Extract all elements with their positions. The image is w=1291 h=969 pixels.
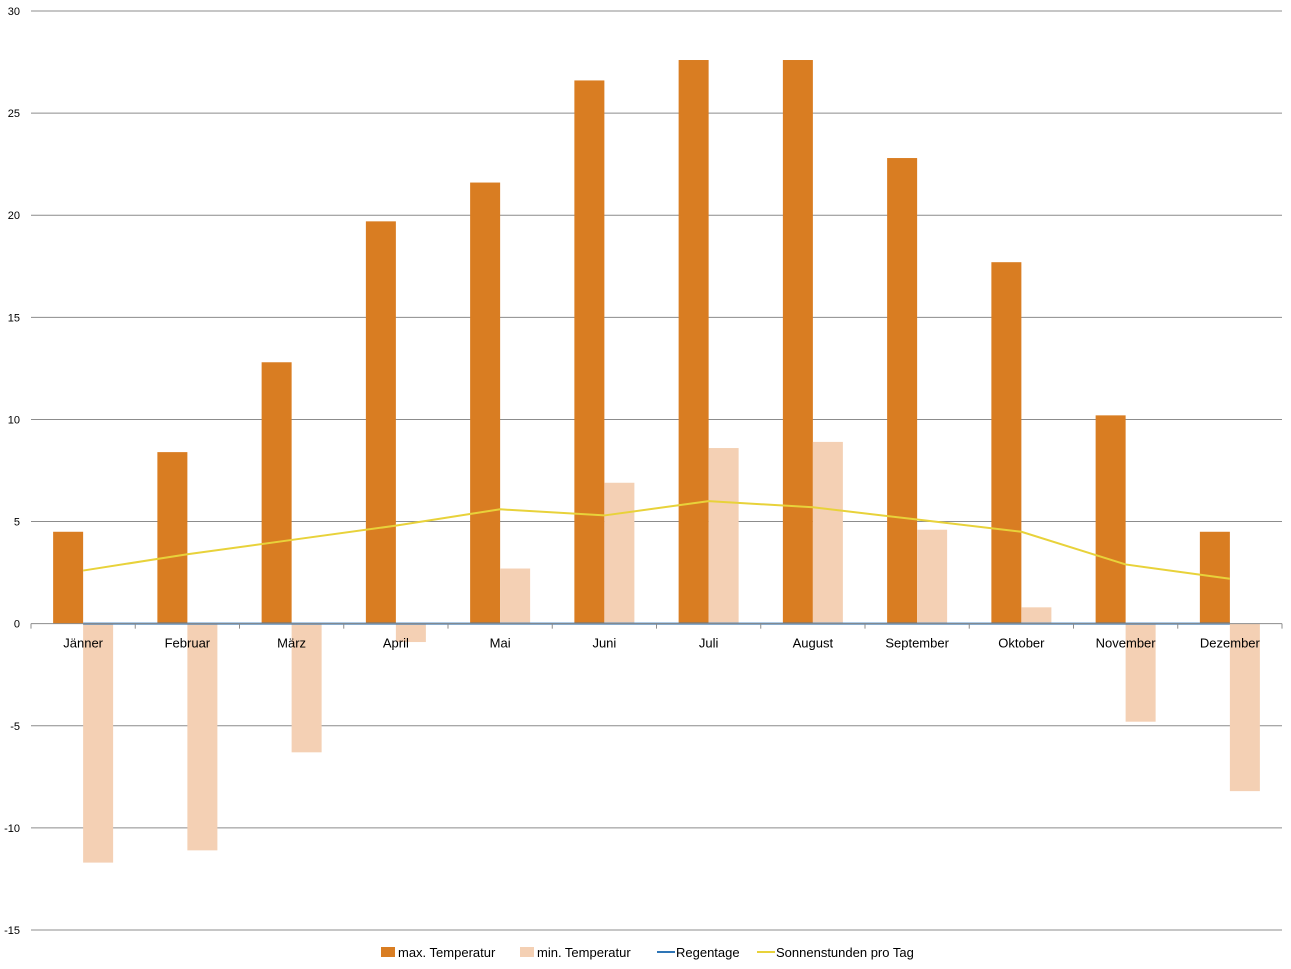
min-temp-bar	[1229, 623, 1260, 792]
category-label: Oktober	[998, 636, 1045, 651]
y-tick-label: 20	[8, 210, 20, 222]
legend-item: min. Temperatur	[520, 945, 631, 960]
y-axis-ticks: -15 -10 -5 0 5 10 15 20 25 30	[4, 6, 20, 937]
legend-item: Regentage	[657, 945, 740, 960]
category-label: August	[793, 636, 834, 651]
category-label: Juni	[592, 636, 616, 651]
zero-axis	[30, 623, 1283, 629]
y-tick-label: 25	[8, 108, 20, 120]
max-temp-bar	[470, 182, 501, 624]
y-tick-label: 30	[8, 6, 20, 18]
bar-marks	[53, 60, 1260, 863]
category-label: November	[1096, 636, 1157, 651]
max-temp-bar	[365, 221, 396, 624]
min-temp-bar	[812, 441, 843, 624]
legend-item: max. Temperatur	[381, 945, 496, 960]
max-temp-bar	[887, 158, 918, 624]
legend-swatch	[381, 947, 395, 957]
legend-label: max. Temperatur	[398, 945, 496, 960]
category-label: März	[277, 636, 306, 651]
min-temp-bar	[917, 529, 948, 624]
category-label: Juli	[699, 636, 719, 651]
category-label: Dezember	[1200, 636, 1261, 651]
sunshine-hours-line	[82, 500, 1231, 580]
max-temp-bar	[991, 262, 1022, 624]
max-temp-bar	[782, 60, 813, 624]
y-tick-label: 10	[8, 414, 20, 426]
line-marks	[82, 500, 1231, 625]
category-label: Februar	[165, 636, 211, 651]
y-tick-label: -10	[4, 823, 20, 835]
legend-label: Sonnenstunden pro Tag	[776, 945, 914, 960]
max-temp-bar	[261, 362, 292, 624]
legend-label: Regentage	[676, 945, 740, 960]
y-tick-label: 15	[8, 312, 20, 324]
y-tick-label: 5	[14, 517, 20, 529]
min-temp-bar	[1125, 623, 1156, 722]
y-tick-label: -5	[10, 721, 20, 733]
max-temp-bar	[1095, 415, 1126, 624]
category-label: April	[383, 636, 409, 651]
category-label: September	[885, 636, 949, 651]
max-temp-bar	[574, 80, 605, 624]
max-temp-bar	[678, 60, 709, 624]
min-temp-bar	[291, 623, 322, 753]
min-temp-bar	[500, 568, 531, 624]
max-temp-bar	[157, 452, 188, 624]
min-temp-bar	[708, 448, 739, 624]
y-tick-label: 0	[14, 619, 20, 631]
category-label: Mai	[490, 636, 511, 651]
legend: max. Temperatur min. Temperatur Regentage S…	[381, 945, 914, 960]
legend-item: Sonnenstunden pro Tag	[757, 945, 914, 960]
min-temp-bar	[83, 623, 114, 863]
category-label: Jänner	[63, 636, 103, 651]
min-temp-bar	[604, 482, 635, 624]
y-tick-label: -15	[4, 925, 20, 937]
gridlines	[31, 10, 1282, 931]
min-temp-bar	[1021, 607, 1052, 624]
legend-label: min. Temperatur	[537, 945, 631, 960]
min-temp-bar	[187, 623, 218, 851]
category-labels: Jänner Februar März April Mai Juni Juli August S…	[63, 636, 1260, 651]
legend-swatch	[520, 947, 534, 957]
max-temp-bar	[53, 531, 84, 624]
min-temp-bar	[395, 623, 426, 643]
